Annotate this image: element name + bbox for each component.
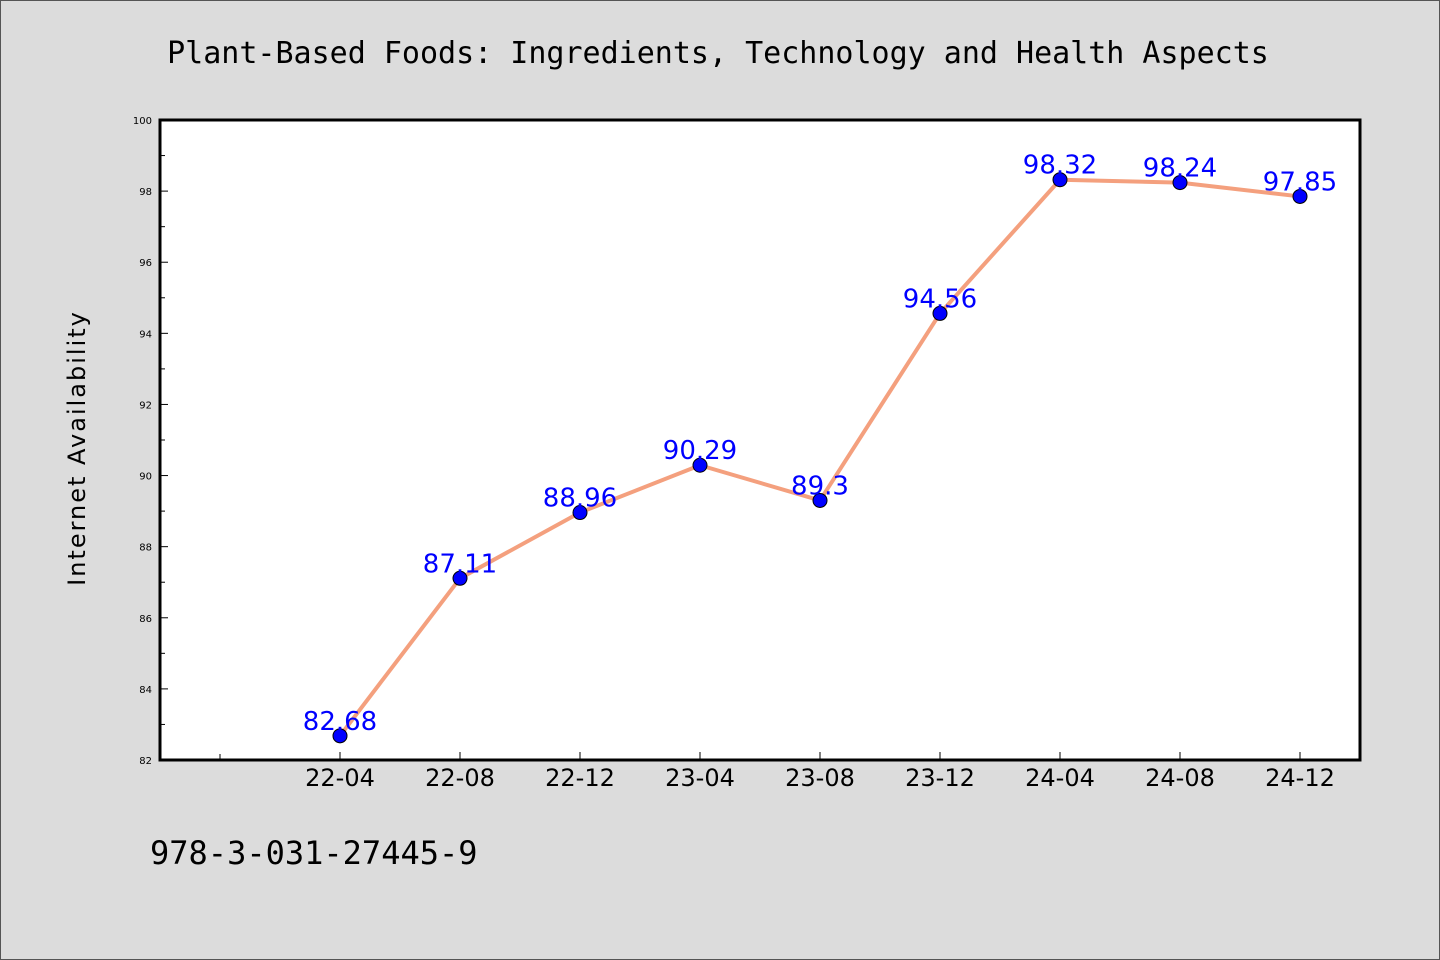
data-point — [1172, 175, 1188, 191]
x-tick-label: 22-08 — [425, 764, 495, 792]
y-tick-label: 84 — [139, 685, 152, 696]
x-tick-label: 23-08 — [785, 764, 855, 792]
y-tick-label: 88 — [139, 543, 152, 554]
data-label-layer: 82.68 87.11 88.96 90.29 89.3 94.56 98.32 98.24 9… — [303, 151, 1337, 737]
data-point — [812, 492, 828, 508]
plot-area — [160, 120, 1360, 760]
chart-title: Plant-Based Foods: Ingredients, Technolo… — [167, 36, 1269, 71]
data-point — [452, 570, 468, 586]
y-tick-label: 94 — [139, 329, 152, 340]
data-label: 98.32 — [1023, 151, 1097, 181]
data-label: 88.96 — [543, 484, 617, 514]
x-tick-label: 24-12 — [1265, 764, 1335, 792]
x-tick-label: 22-04 — [305, 764, 375, 792]
data-label: 89.3 — [791, 471, 849, 501]
data-point — [572, 505, 588, 521]
data-label: 94.56 — [903, 284, 977, 314]
series-layer — [332, 172, 1308, 744]
data-label: 98.24 — [1143, 154, 1217, 184]
data-point — [932, 305, 948, 321]
y-tick-label: 98 — [139, 187, 152, 198]
y-tick-label: 90 — [139, 472, 152, 483]
x-tick-label: 24-08 — [1145, 764, 1215, 792]
data-label: 97.85 — [1263, 167, 1337, 197]
data-label: 90.29 — [663, 436, 737, 466]
y-tick-label: 92 — [139, 400, 152, 411]
x-axis: 22-04 22-08 22-12 23-04 23-08 23-12 24-04 24-08… — [219, 752, 1335, 792]
y-tick-label: 86 — [139, 614, 152, 625]
data-point — [1052, 172, 1068, 188]
x-tick-label: 22-12 — [545, 764, 615, 792]
data-label: 87.11 — [423, 549, 497, 579]
footer-isbn: 978-3-031-27445-9 — [150, 834, 478, 872]
x-tick-label: 24-04 — [1025, 764, 1095, 792]
y-tick-label: 82 — [139, 756, 152, 767]
x-tick-label: 23-04 — [665, 764, 735, 792]
y-axis-label: Internet Availability — [63, 310, 91, 586]
data-label: 82.68 — [303, 707, 377, 737]
x-tick-label: 23-12 — [905, 764, 975, 792]
data-point — [1292, 188, 1308, 204]
y-tick-label: 100 — [133, 116, 152, 127]
y-tick-label: 96 — [139, 258, 152, 269]
data-point — [332, 728, 348, 744]
data-point — [692, 457, 708, 473]
plot-frame — [158, 118, 1362, 762]
